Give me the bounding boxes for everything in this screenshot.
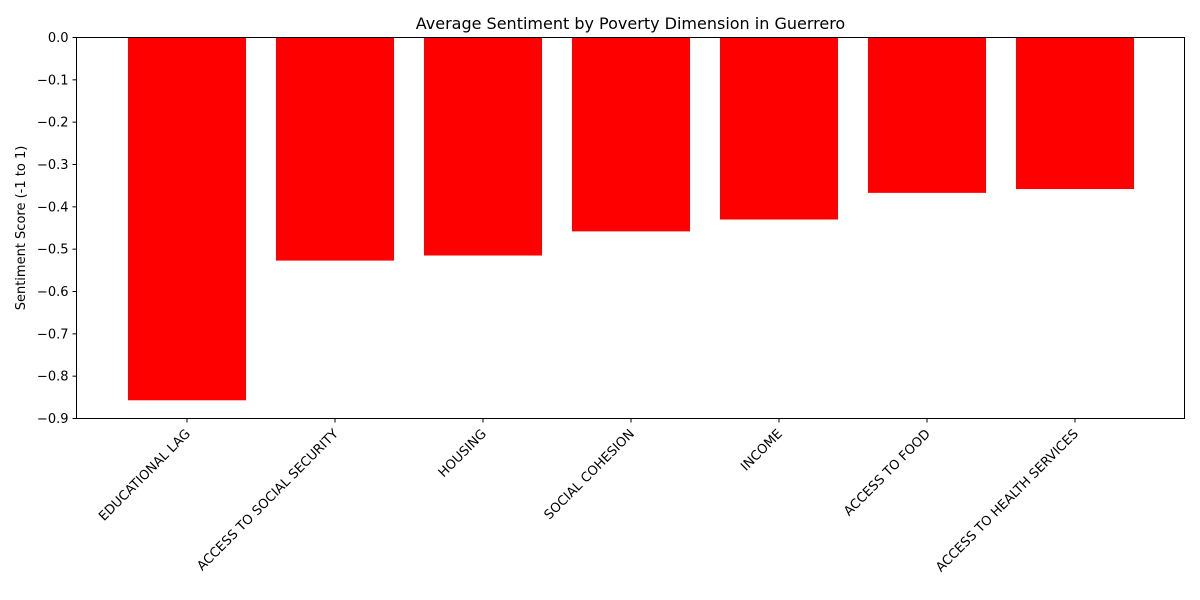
x-tick-label: EDUCATIONAL LAG [96,427,194,525]
x-tick-label: ACCESS TO HEALTH SERVICES [933,427,1082,576]
y-axis-label: Sentiment Score (-1 to 1) [14,146,29,311]
bar-3 [424,37,542,256]
x-axis-ticks: EDUCATIONAL LAG ACCESS TO SOCIAL SECURITY… [96,418,1082,576]
x-tick-label: SOCIAL COHESION [542,427,638,523]
y-tick-label: −0.1 [37,73,69,88]
bar-5 [720,37,838,220]
bar-2 [276,37,394,261]
x-tick-label: ACCESS TO SOCIAL SECURITY [194,427,341,574]
bar-4 [572,37,690,232]
x-tick-label: ACCESS TO FOOD [841,427,934,520]
plot-frame [76,37,1185,419]
bar-7 [1016,37,1134,190]
y-tick-label: 0.0 [48,31,69,46]
y-tick-label: −0.7 [37,327,69,342]
y-tick-label: −0.5 [37,243,69,258]
y-tick-label: −0.8 [37,370,69,385]
y-axis-ticks: 0.0 −0.1 −0.2 −0.3 −0.4 −0.5 −0.6 −0.7 −0.8 −0.9 [37,31,77,427]
y-tick-label: −0.3 [37,158,69,173]
y-tick-label: −0.9 [37,412,69,427]
y-tick-label: −0.6 [37,285,69,300]
bars-group [128,37,1134,401]
bar-6 [868,37,986,193]
chart-title: Average Sentiment by Poverty Dimension i… [416,14,845,33]
x-tick-label: INCOME [738,427,786,475]
y-tick-label: −0.4 [37,200,69,215]
bar-1 [128,37,246,401]
x-tick-label: HOUSING [436,427,490,481]
y-tick-label: −0.2 [37,116,69,131]
